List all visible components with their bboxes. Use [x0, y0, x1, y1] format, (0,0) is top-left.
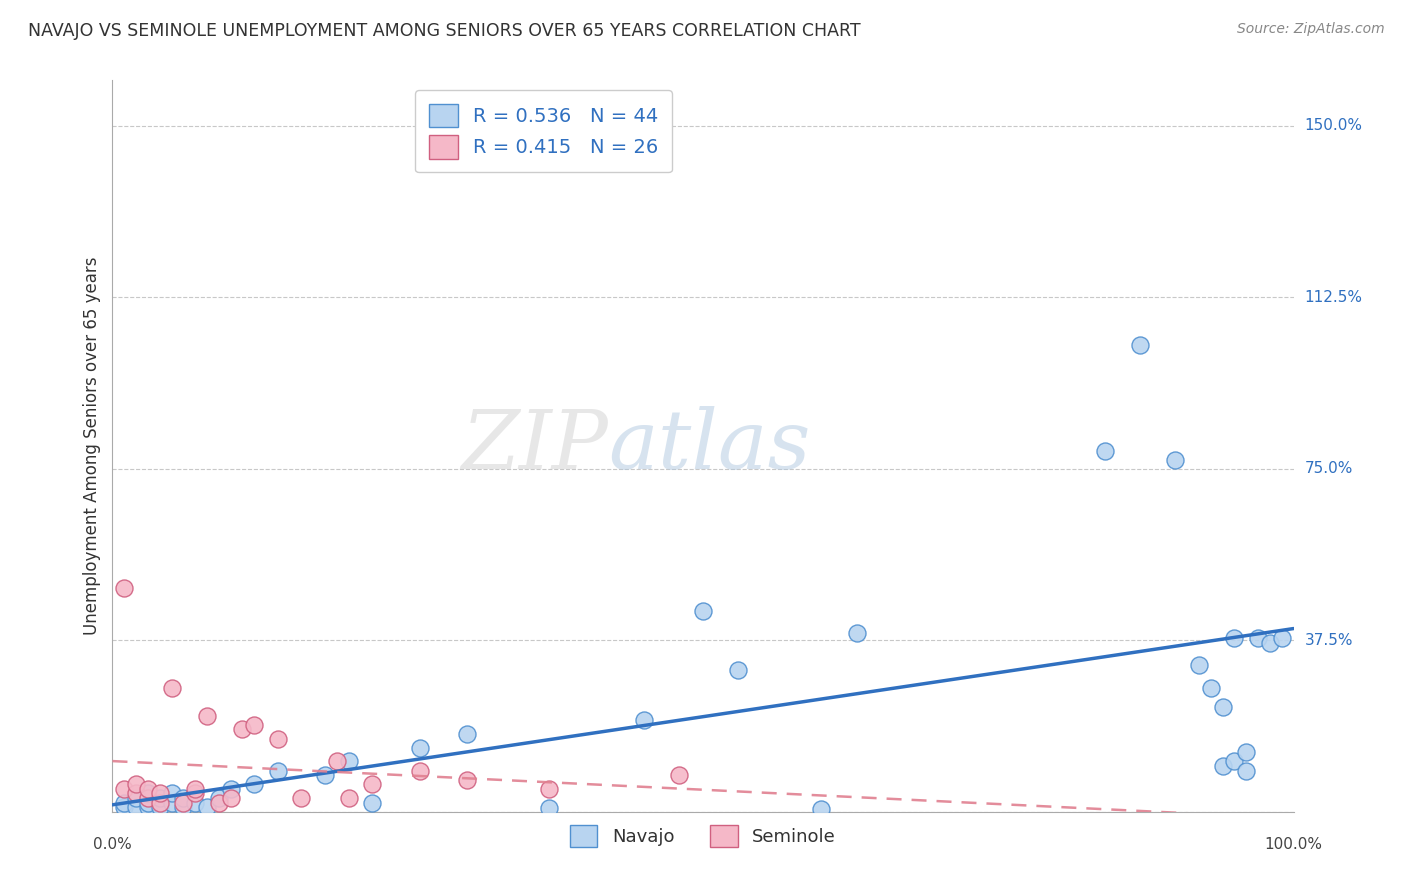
Point [337, 755, 360, 769]
Point [727, 663, 749, 677]
Point [195, 708, 218, 723]
Point [184, 781, 207, 796]
Point [112, 581, 135, 595]
Point [184, 787, 207, 801]
Point [172, 800, 194, 814]
Point [361, 796, 384, 810]
Point [1234, 745, 1257, 759]
Point [1234, 764, 1257, 778]
Point [195, 800, 218, 814]
Point [361, 777, 384, 791]
Point [243, 777, 266, 791]
Text: 0.0%: 0.0% [93, 837, 132, 852]
Text: ZIP: ZIP [461, 406, 609, 486]
Point [1188, 658, 1211, 673]
Point [160, 681, 183, 696]
Point [219, 791, 242, 805]
Text: NAVAJO VS SEMINOLE UNEMPLOYMENT AMONG SENIORS OVER 65 YEARS CORRELATION CHART: NAVAJO VS SEMINOLE UNEMPLOYMENT AMONG SE… [28, 22, 860, 40]
Point [149, 796, 172, 810]
Text: 150.0%: 150.0% [1305, 119, 1362, 134]
Point [112, 800, 135, 814]
Point [136, 787, 159, 801]
Text: 75.0%: 75.0% [1305, 461, 1353, 476]
Text: 112.5%: 112.5% [1305, 290, 1362, 305]
Point [314, 768, 336, 782]
Point [208, 791, 231, 805]
Point [692, 603, 714, 617]
Point [136, 800, 159, 814]
Point [172, 791, 194, 805]
Point [149, 791, 172, 805]
Point [1223, 631, 1246, 645]
Point [1223, 755, 1246, 769]
Point [1129, 338, 1152, 352]
Point [149, 787, 172, 801]
Point [1212, 759, 1234, 773]
Point [136, 781, 159, 796]
Point [1258, 635, 1281, 649]
Point [136, 796, 159, 810]
Point [243, 718, 266, 732]
Point [810, 801, 832, 815]
Point [208, 796, 231, 810]
Point [1094, 443, 1116, 458]
Point [408, 740, 430, 755]
Legend: Navajo, Seminole: Navajo, Seminole [562, 817, 844, 854]
Point [1247, 631, 1270, 645]
Point [408, 764, 430, 778]
Text: atlas: atlas [609, 406, 811, 486]
Point [136, 791, 159, 805]
Point [231, 723, 253, 737]
Point [337, 791, 360, 805]
Point [290, 791, 312, 805]
Text: 100.0%: 100.0% [1264, 837, 1323, 852]
Point [538, 781, 561, 796]
Point [633, 714, 655, 728]
Point [1199, 681, 1222, 696]
Point [1271, 631, 1294, 645]
Point [538, 801, 561, 815]
Point [219, 781, 242, 796]
Point [112, 781, 135, 796]
Point [845, 626, 868, 640]
Point [267, 731, 290, 746]
Point [125, 787, 148, 801]
Point [184, 796, 207, 810]
Point [112, 796, 135, 810]
Point [149, 800, 172, 814]
Point [1212, 699, 1234, 714]
Point [456, 727, 478, 741]
Point [267, 764, 290, 778]
Point [125, 777, 148, 791]
Text: 37.5%: 37.5% [1305, 632, 1353, 648]
Point [456, 772, 478, 787]
Point [172, 796, 194, 810]
Point [160, 796, 183, 810]
Y-axis label: Unemployment Among Seniors over 65 years: Unemployment Among Seniors over 65 years [83, 257, 101, 635]
Point [668, 768, 690, 782]
Point [1164, 452, 1187, 467]
Text: Source: ZipAtlas.com: Source: ZipAtlas.com [1237, 22, 1385, 37]
Point [326, 755, 349, 769]
Point [125, 791, 148, 805]
Point [125, 800, 148, 814]
Point [160, 787, 183, 801]
